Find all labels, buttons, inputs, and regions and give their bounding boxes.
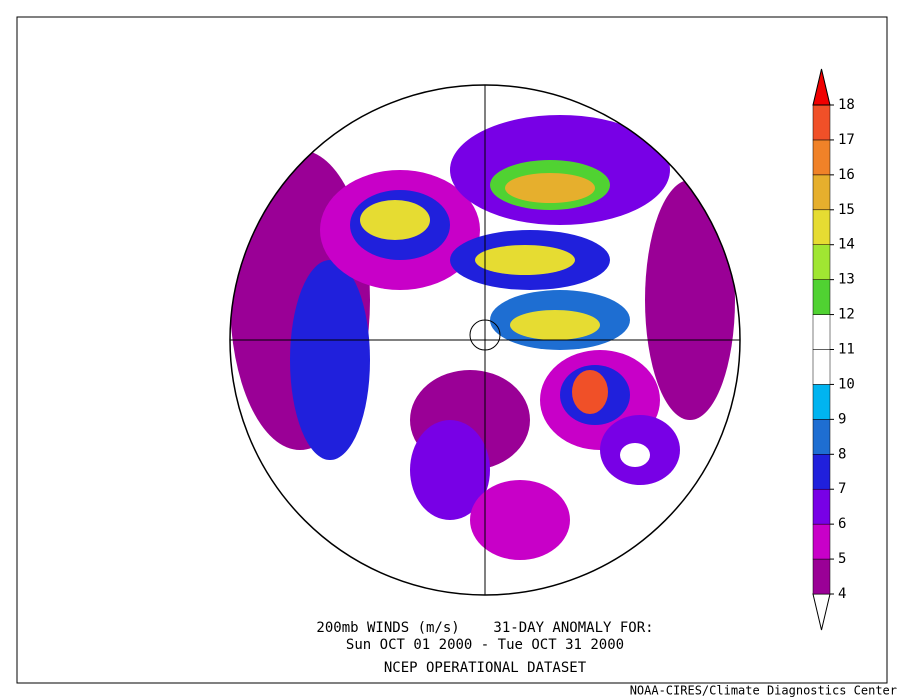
colorbar-swatch [812, 209, 831, 245]
colorbar-swatch [812, 454, 831, 490]
colorbar-swatch [812, 279, 831, 315]
colorbar-label: 18 [838, 97, 855, 113]
colorbar-label: 7 [838, 481, 846, 497]
colorbar-label: 17 [838, 132, 855, 148]
colorbar-label: 6 [838, 516, 846, 532]
colorbar-label: 5 [838, 551, 846, 567]
caption-line: Sun OCT 01 2000 - Tue OCT 31 2000 [346, 637, 624, 653]
caption-line: NCEP OPERATIONAL DATASET [384, 660, 587, 676]
colorbar-label: 13 [838, 272, 855, 288]
colorbar-swatch [812, 244, 831, 280]
colorbar-label: 15 [838, 202, 855, 218]
colorbar-swatch [812, 349, 831, 385]
colorbar-swatch [812, 523, 831, 560]
colorbar-label: 8 [838, 446, 846, 462]
colorbar-swatch [812, 139, 831, 176]
caption-line: 200mb WINDS (m/s) 31-DAY ANOMALY FOR: [316, 620, 653, 636]
colorbar-label: 9 [838, 411, 846, 427]
colorbar-label: 10 [838, 376, 855, 392]
colorbar-label: 12 [838, 307, 855, 323]
colorbar-label: 16 [838, 167, 855, 183]
credit: NOAA-CIRES/Climate Diagnostics Center [630, 684, 897, 698]
colorbar-swatch [812, 314, 831, 350]
colorbar-swatch [812, 558, 831, 595]
colorbar: 4 5 6 7 8 9 10 11 12 13 14 15 16 17 18 [812, 68, 855, 631]
colorbar-label: 14 [838, 237, 855, 253]
pole [469, 319, 501, 351]
colorbar-swatch [812, 419, 831, 455]
colorbar-swatch [812, 174, 831, 211]
colorbar-label: 11 [838, 342, 855, 358]
colorbar-swatch [812, 488, 831, 525]
colorbar-swatch [812, 384, 831, 420]
colorbar-label: 4 [838, 586, 846, 602]
colorbar-swatch [812, 104, 831, 141]
colorbar-extension [812, 68, 831, 106]
